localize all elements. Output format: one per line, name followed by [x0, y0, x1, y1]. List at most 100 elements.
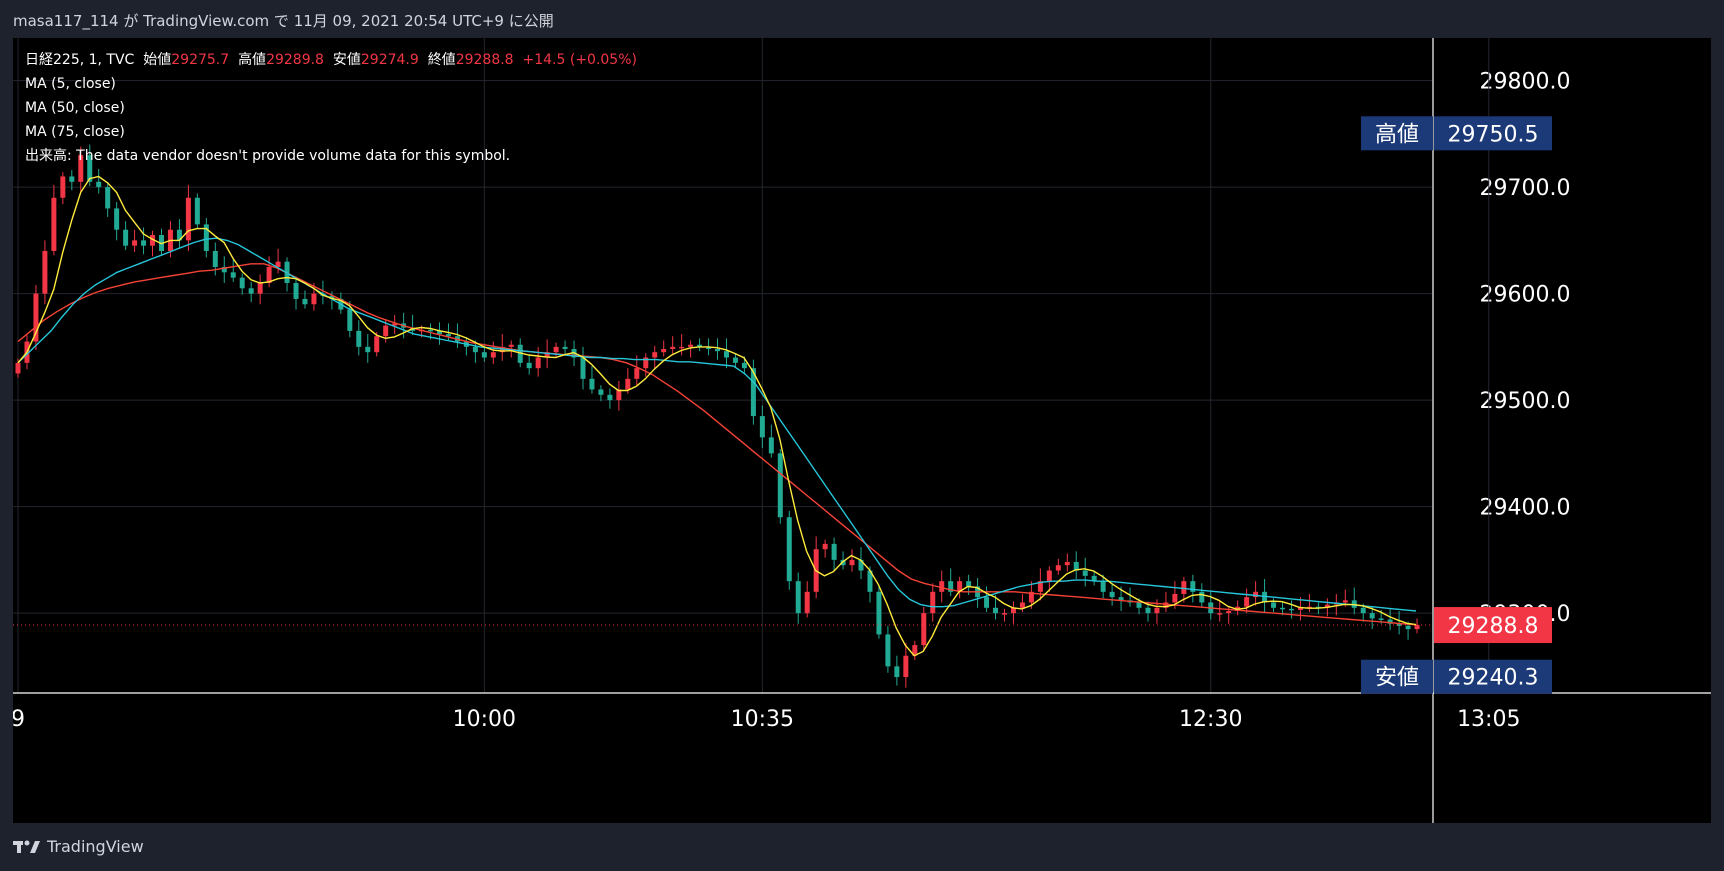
candle-body[interactable]	[661, 348, 667, 353]
candle-body[interactable]	[993, 607, 999, 614]
candle-body[interactable]	[750, 368, 756, 417]
candle-body[interactable]	[1360, 607, 1366, 614]
candle-body[interactable]	[759, 416, 765, 438]
candle-body[interactable]	[69, 176, 75, 182]
candle-body[interactable]	[634, 368, 640, 379]
candle-body[interactable]	[777, 453, 783, 518]
candle-body[interactable]	[1190, 581, 1196, 592]
candle-body[interactable]	[42, 251, 48, 294]
ma50-legend[interactable]: MA (50, close)	[25, 100, 125, 116]
candle-body[interactable]	[1217, 613, 1223, 615]
candle-body[interactable]	[239, 277, 245, 289]
candle-body[interactable]	[230, 272, 236, 278]
tradingview-brand[interactable]: TradingView	[13, 837, 144, 856]
candle-body[interactable]	[78, 155, 84, 182]
candle-body[interactable]	[1262, 591, 1268, 603]
candle-body[interactable]	[1037, 581, 1043, 592]
candle-body[interactable]	[876, 591, 882, 635]
candle-body[interactable]	[723, 351, 729, 358]
candle-body[interactable]	[598, 389, 604, 395]
candle-body[interactable]	[1172, 593, 1178, 603]
candle-body[interactable]	[930, 591, 936, 614]
candle-body[interactable]	[526, 362, 532, 369]
candle-body[interactable]	[1199, 591, 1205, 603]
candle-body[interactable]	[732, 357, 738, 363]
candle-body[interactable]	[1055, 565, 1061, 571]
candle-body[interactable]	[1271, 602, 1277, 608]
candle-body[interactable]	[1010, 607, 1016, 614]
candle-body[interactable]	[347, 309, 353, 331]
candle-body[interactable]	[688, 344, 694, 347]
candle-body[interactable]	[33, 293, 39, 342]
candle-body[interactable]	[1028, 591, 1034, 603]
candle-body[interactable]	[535, 357, 541, 369]
candle-body[interactable]	[553, 346, 559, 353]
candle-body[interactable]	[885, 634, 891, 667]
candle-body[interactable]	[679, 346, 685, 349]
candle-body[interactable]	[1342, 600, 1348, 603]
candle-body[interactable]	[1073, 562, 1079, 571]
candle-body[interactable]	[275, 261, 281, 267]
candle-body[interactable]	[858, 559, 864, 571]
candle-body[interactable]	[123, 229, 129, 246]
candle-body[interactable]	[248, 288, 254, 294]
candle-body[interactable]	[1118, 597, 1124, 601]
candle-body[interactable]	[203, 224, 209, 252]
candle-body[interactable]	[831, 543, 837, 560]
candle-body[interactable]	[185, 197, 191, 241]
candle-body[interactable]	[311, 293, 317, 305]
candle-body[interactable]	[741, 362, 747, 369]
candle-body[interactable]	[822, 543, 828, 550]
candle-body[interactable]	[580, 357, 586, 379]
candle-body[interactable]	[1280, 607, 1286, 610]
candle-body[interactable]	[1324, 604, 1330, 608]
candle-body[interactable]	[1136, 602, 1142, 608]
candle-body[interactable]	[1297, 607, 1303, 610]
candle-body[interactable]	[948, 581, 954, 592]
candle-body[interactable]	[302, 298, 308, 305]
candle-body[interactable]	[939, 581, 945, 592]
candle-body[interactable]	[786, 517, 792, 582]
candle-body[interactable]	[795, 581, 801, 614]
candle-body[interactable]	[625, 378, 631, 390]
candle-body[interactable]	[957, 581, 963, 592]
candle-body[interactable]	[607, 394, 613, 401]
candle-body[interactable]	[176, 229, 182, 241]
candle-body[interactable]	[1145, 607, 1151, 614]
candle-body[interactable]	[1109, 591, 1115, 598]
candle-body[interactable]	[293, 282, 299, 299]
candle-body[interactable]	[840, 559, 846, 566]
candle-body[interactable]	[1414, 624, 1420, 630]
candle-body[interactable]	[706, 346, 712, 349]
candle-body[interactable]	[257, 282, 263, 294]
candle-body[interactable]	[132, 240, 138, 246]
candle-body[interactable]	[1019, 602, 1025, 608]
candle-body[interactable]	[383, 325, 389, 337]
candle-body[interactable]	[1253, 591, 1259, 598]
candle-body[interactable]	[428, 329, 434, 332]
candle-body[interactable]	[1369, 613, 1375, 619]
candle-body[interactable]	[1001, 613, 1007, 615]
candle-body[interactable]	[51, 197, 57, 252]
candle-body[interactable]	[804, 591, 810, 614]
candle-body[interactable]	[329, 295, 335, 299]
candle-body[interactable]	[1163, 602, 1169, 608]
candle-body[interactable]	[1306, 606, 1312, 609]
candle-body[interactable]	[1405, 625, 1411, 630]
candle-body[interactable]	[87, 155, 93, 182]
candle-body[interactable]	[437, 330, 443, 335]
candle-body[interactable]	[472, 346, 478, 353]
candle-body[interactable]	[1396, 623, 1402, 626]
candle-body[interactable]	[481, 352, 487, 358]
candle-body[interactable]	[96, 181, 102, 188]
candle-body[interactable]	[1387, 619, 1393, 624]
candle-body[interactable]	[490, 352, 496, 358]
candle-body[interactable]	[1288, 608, 1294, 611]
candle-body[interactable]	[1064, 562, 1070, 566]
candle-body[interactable]	[984, 597, 990, 608]
candle-body[interactable]	[1046, 570, 1052, 582]
candle-body[interactable]	[894, 666, 900, 678]
time-scale[interactable]	[13, 693, 1711, 823]
candle-body[interactable]	[768, 437, 774, 454]
candle-body[interactable]	[652, 352, 658, 358]
